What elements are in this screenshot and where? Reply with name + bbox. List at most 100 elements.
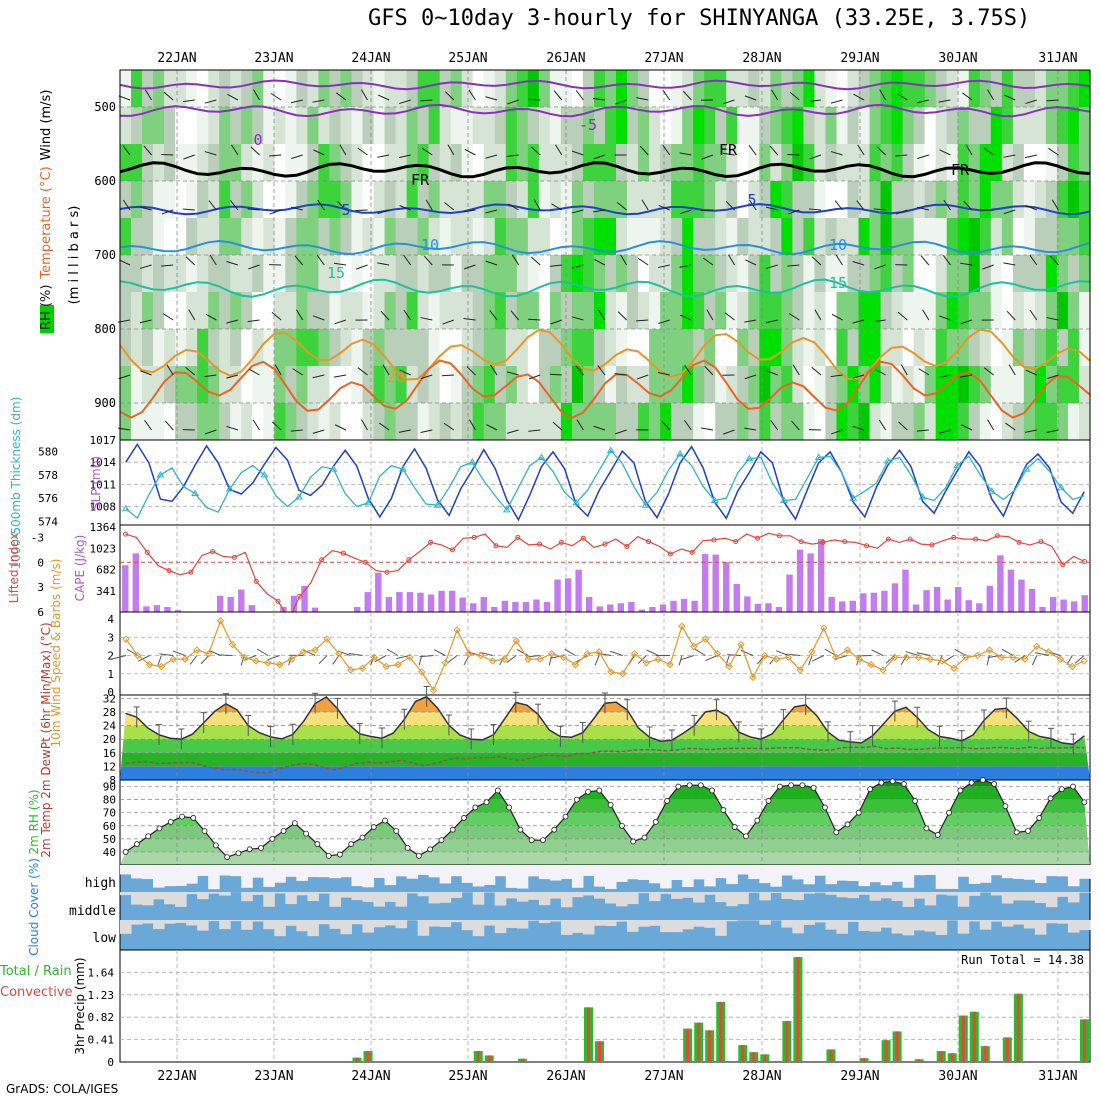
- cloud-clear-cell: [164, 920, 176, 924]
- rh-shade-cell: [539, 144, 551, 182]
- rh-shade-cell: [462, 181, 474, 219]
- cloud-clear-cell: [131, 865, 143, 878]
- cape-bar: [217, 596, 223, 612]
- cloud-clear-cell: [1068, 920, 1080, 933]
- rh-shade-cell: [1013, 403, 1025, 441]
- rh-shade-cell: [671, 329, 683, 367]
- rh-shade-cell: [991, 107, 1003, 145]
- rh-shade-cell: [704, 70, 716, 108]
- rh-shade-cell: [164, 366, 176, 404]
- rh-marker: [529, 838, 534, 843]
- date-label-bottom: 24JAN: [351, 1069, 390, 1084]
- cape-bar: [681, 599, 687, 612]
- rh-shade-cell: [230, 107, 242, 145]
- rh-marker: [258, 846, 263, 851]
- rh-shade-cell: [770, 181, 782, 219]
- cloud-clear-cell: [219, 920, 231, 929]
- rh-shade-cell: [307, 329, 319, 367]
- rh-marker: [168, 819, 173, 824]
- rh-shade-cell: [186, 107, 198, 145]
- rh-shade-cell: [374, 403, 386, 441]
- cloud-clear-cell: [363, 865, 375, 887]
- cloud-clear-cell: [1057, 865, 1069, 876]
- rh-shade-cell: [208, 403, 220, 441]
- rh-marker: [450, 827, 455, 832]
- cloud-clear-cell: [550, 892, 562, 899]
- rh-shade-cell: [627, 107, 639, 145]
- cloud-clear-cell: [517, 920, 529, 929]
- rh-shade-cell: [263, 144, 275, 182]
- rh-shade-cell: [407, 218, 419, 256]
- rh-shade-cell: [296, 107, 308, 145]
- rh-marker: [619, 823, 624, 828]
- rh-shade-cell: [120, 107, 132, 145]
- rh-shade-cell: [958, 70, 970, 108]
- rh-marker: [597, 788, 602, 793]
- rh-shade-cell: [649, 329, 661, 367]
- rh-shade-cell: [484, 70, 496, 108]
- rh-shade-cell: [120, 218, 132, 256]
- temp-tick-label: 32: [103, 692, 116, 705]
- rh-shade-cell: [473, 403, 485, 441]
- rh-shade-cell: [561, 144, 573, 182]
- rh-shade-cell: [396, 329, 408, 367]
- rh-marker: [822, 805, 827, 810]
- rh-shade-cell: [451, 107, 463, 145]
- cloud-clear-cell: [329, 865, 341, 878]
- wind-tick-label: 4: [107, 613, 114, 626]
- cloud-clear-cell: [814, 892, 826, 893]
- rh-marker: [1037, 815, 1042, 820]
- rh-shade-cell: [759, 403, 771, 441]
- cloud-clear-cell: [1024, 865, 1036, 880]
- cloud-clear-cell: [473, 920, 485, 936]
- slp-tick-label: 1017: [90, 434, 117, 447]
- rh-shade-cell: [825, 181, 837, 219]
- rh-shade-cell: [969, 292, 981, 330]
- cape-bar: [428, 595, 434, 612]
- precip-convective-bar: [796, 957, 799, 1062]
- rh-shade-cell: [1079, 292, 1091, 330]
- rh-shade-cell: [903, 218, 915, 256]
- rh-shade-cell: [186, 70, 198, 108]
- rh-shade-cell: [627, 255, 639, 293]
- rh-shade-cell: [418, 255, 430, 293]
- rh-shade-cell: [131, 366, 143, 404]
- rh-tick-label: 50: [103, 833, 116, 846]
- cloud-clear-cell: [142, 892, 154, 905]
- rh-shade-cell: [825, 107, 837, 145]
- rh-shade-cell: [991, 181, 1003, 219]
- rh-shade-cell: [616, 329, 628, 367]
- cloud-clear-cell: [693, 920, 705, 927]
- rh-shade-cell: [1068, 70, 1080, 108]
- cloud-clear-cell: [770, 892, 782, 893]
- cloud-clear-cell: [925, 892, 937, 905]
- rh-shade-cell: [307, 366, 319, 404]
- rh-shade-cell: [1024, 181, 1036, 219]
- th-frame: [120, 440, 1090, 525]
- rh-shade-cell: [385, 181, 397, 219]
- rh-shade-cell: [208, 144, 220, 182]
- rh-shade-cell: [848, 107, 860, 145]
- cloud-clear-cell: [991, 892, 1003, 895]
- wind-barb: [218, 655, 232, 656]
- cloud-clear-cell: [142, 865, 154, 879]
- cloud-clear-cell: [925, 920, 937, 932]
- date-label-bottom: 26JAN: [546, 1069, 585, 1084]
- rh-shade-cell: [263, 70, 275, 108]
- rh-shade-cell: [848, 181, 860, 219]
- precip-convective-bar: [863, 1058, 866, 1062]
- rh-shade-cell: [958, 107, 970, 145]
- rh-shade-cell: [969, 218, 981, 256]
- rh-shade-cell: [1013, 144, 1025, 182]
- rh-shade-cell: [517, 292, 529, 330]
- rh-shade-cell: [197, 403, 209, 441]
- rh-shade-cell: [969, 329, 981, 367]
- rh-shade-cell: [792, 70, 804, 108]
- date-label-top: 26JAN: [546, 51, 585, 66]
- rh-shade-cell: [737, 107, 749, 145]
- rh-shade-cell: [583, 329, 595, 367]
- rh-shade-cell: [517, 218, 529, 256]
- temp-tick-label: 12: [103, 760, 116, 773]
- rh-shade-cell: [219, 403, 231, 441]
- cloud-clear-cell: [495, 892, 507, 906]
